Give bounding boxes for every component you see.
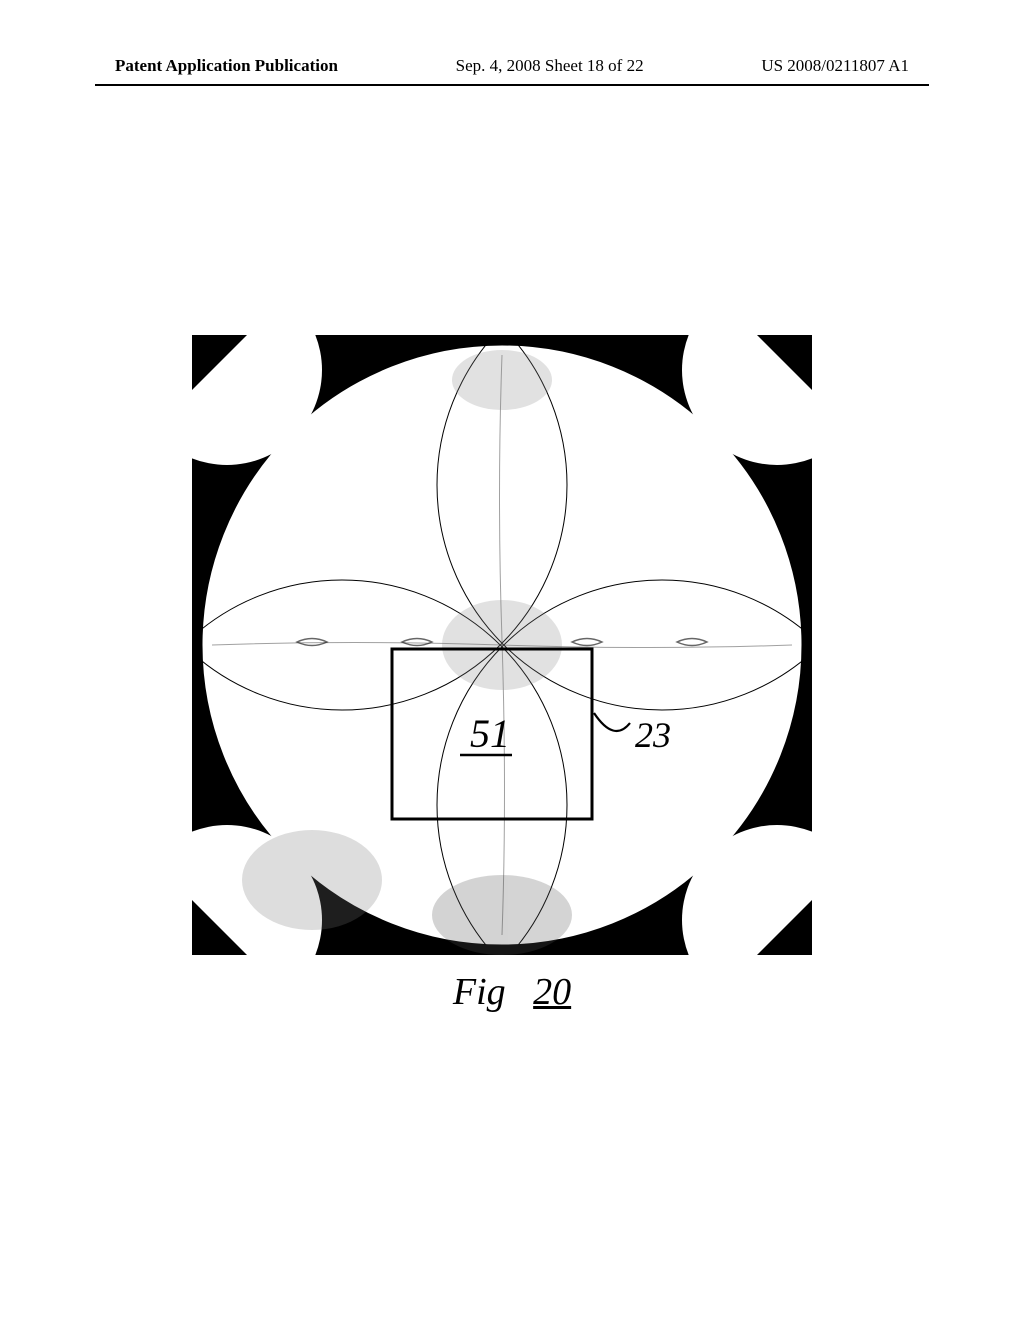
header-row: Patent Application Publication Sep. 4, 2… — [115, 56, 909, 76]
publication-number: US 2008/0211807 A1 — [761, 56, 909, 76]
figure-svg: 51 23 — [192, 335, 812, 955]
page: Patent Application Publication Sep. 4, 2… — [0, 0, 1024, 1320]
header: Patent Application Publication Sep. 4, 2… — [0, 56, 1024, 76]
caption-prefix: Fig — [453, 971, 506, 1013]
header-rule — [95, 84, 929, 86]
date-sheet: Sep. 4, 2008 Sheet 18 of 22 — [456, 56, 644, 76]
label-51: 51 — [470, 711, 510, 756]
label-23: 23 — [635, 715, 671, 755]
figure-container: 51 23 — [192, 335, 812, 955]
figure-caption: Fig 20 — [0, 970, 1024, 1014]
caption-number: 20 — [533, 971, 571, 1013]
publication-label: Patent Application Publication — [115, 56, 338, 76]
